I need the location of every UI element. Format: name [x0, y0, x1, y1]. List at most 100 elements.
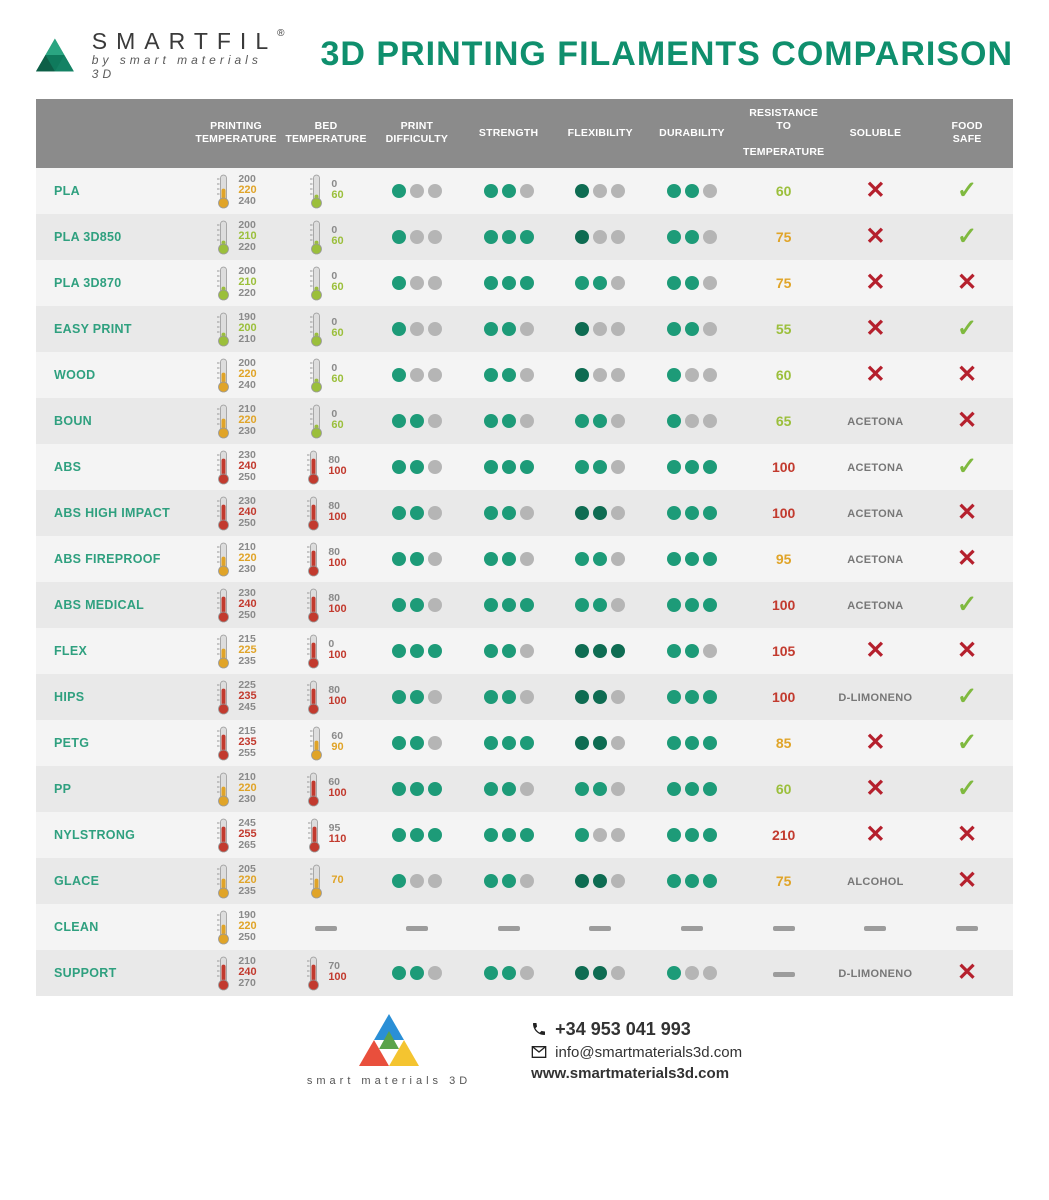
filament-name: SUPPORT [36, 950, 191, 996]
food-safe: ✕ [921, 398, 1013, 444]
dash-icon [773, 926, 795, 931]
flexibility [554, 950, 646, 996]
food-safe: ✓ [921, 720, 1013, 766]
resistance-temp [738, 950, 830, 996]
printing-temp: 215225235 [191, 628, 281, 674]
strength [463, 674, 555, 720]
table-row: ABS MEDICAL 230240250 80100100ACETONA✓ [36, 582, 1013, 628]
food-safe: ✕ [921, 858, 1013, 904]
soluble: ✕ [830, 306, 922, 352]
bed-temp: 80100 [281, 490, 371, 536]
print-difficulty [371, 352, 463, 398]
bed-temp: 60100 [281, 766, 371, 812]
flexibility [554, 812, 646, 858]
bed-temp: 95110 [281, 812, 371, 858]
food-safe: ✓ [921, 766, 1013, 812]
print-difficulty [371, 306, 463, 352]
filament-name: NYLSTRONG [36, 812, 191, 858]
email-address: info@smartmaterials3d.com [555, 1044, 742, 1061]
print-difficulty [371, 628, 463, 674]
bed-temp: 70100 [281, 950, 371, 996]
table-row: PP 210220230 6010060✕✓ [36, 766, 1013, 812]
table-row: FLEX 215225235 0100105✕✕ [36, 628, 1013, 674]
footer: smart materials 3D +34 953 041 993 info@… [36, 1014, 1013, 1087]
strength [463, 904, 555, 950]
check-icon: ✓ [957, 453, 977, 480]
bed-temp: 060 [281, 306, 371, 352]
resistance-temp [738, 904, 830, 950]
print-difficulty [371, 536, 463, 582]
printing-temp: 190200210 [191, 306, 281, 352]
print-difficulty [371, 674, 463, 720]
bed-temp: 70 [281, 858, 371, 904]
durability [646, 766, 738, 812]
strength [463, 306, 555, 352]
bed-temp: 6090 [281, 720, 371, 766]
resistance-temp: 105 [738, 628, 830, 674]
print-difficulty [371, 398, 463, 444]
flexibility [554, 766, 646, 812]
printing-temp: 210220230 [191, 766, 281, 812]
soluble: ✕ [830, 766, 922, 812]
cross-icon: ✕ [957, 867, 977, 894]
durability [646, 352, 738, 398]
print-difficulty [371, 444, 463, 490]
soluble: ✕ [830, 720, 922, 766]
filament-name: WOOD [36, 352, 191, 398]
table-row: PLA 3D850 200210220 06075✕✓ [36, 214, 1013, 260]
filament-name: PLA 3D870 [36, 260, 191, 306]
durability [646, 628, 738, 674]
check-icon: ✓ [957, 223, 977, 250]
food-safe: ✕ [921, 812, 1013, 858]
bed-temp: 0100 [281, 628, 371, 674]
food-safe: ✕ [921, 950, 1013, 996]
durability [646, 674, 738, 720]
contact-block: +34 953 041 993 info@smartmaterials3d.co… [531, 1019, 742, 1082]
cross-icon: ✕ [865, 775, 885, 802]
soluble: ✕ [830, 168, 922, 214]
printing-temp: 245255265 [191, 812, 281, 858]
resistance-temp: 75 [738, 260, 830, 306]
durability [646, 950, 738, 996]
bed-temp: 80100 [281, 582, 371, 628]
flexibility [554, 720, 646, 766]
flexibility [554, 490, 646, 536]
dash-icon [681, 926, 703, 931]
printing-temp: 205220235 [191, 858, 281, 904]
printing-temp: 225235245 [191, 674, 281, 720]
cross-icon: ✕ [957, 499, 977, 526]
flexibility [554, 352, 646, 398]
dash-icon [406, 926, 428, 931]
soluble: ACETONA [830, 536, 922, 582]
printing-temp: 230240250 [191, 582, 281, 628]
check-icon: ✓ [957, 177, 977, 204]
filament-name: BOUN [36, 398, 191, 444]
strength [463, 260, 555, 306]
filament-name: ABS MEDICAL [36, 582, 191, 628]
website: www.smartmaterials3d.com [531, 1065, 742, 1082]
cross-icon: ✕ [865, 315, 885, 342]
table-row: PETG 215235255 609085✕✓ [36, 720, 1013, 766]
printing-temp: 200210220 [191, 260, 281, 306]
strength [463, 628, 555, 674]
check-icon: ✓ [957, 315, 977, 342]
food-safe [921, 904, 1013, 950]
durability [646, 444, 738, 490]
col-header: RESISTANCE TOTEMPERATURE [738, 99, 830, 168]
cross-icon: ✕ [957, 407, 977, 434]
resistance-temp: 60 [738, 352, 830, 398]
flexibility [554, 858, 646, 904]
food-safe: ✕ [921, 628, 1013, 674]
printing-temp: 210220230 [191, 398, 281, 444]
food-safe: ✕ [921, 260, 1013, 306]
table-row: BOUN 210220230 06065ACETONA✕ [36, 398, 1013, 444]
printing-temp: 230240250 [191, 444, 281, 490]
strength [463, 858, 555, 904]
durability [646, 582, 738, 628]
table-row: NYLSTRONG 245255265 95110210✕✕ [36, 812, 1013, 858]
strength [463, 950, 555, 996]
filament-name: FLEX [36, 628, 191, 674]
resistance-temp: 100 [738, 582, 830, 628]
filament-name: PLA [36, 168, 191, 214]
food-safe: ✓ [921, 674, 1013, 720]
